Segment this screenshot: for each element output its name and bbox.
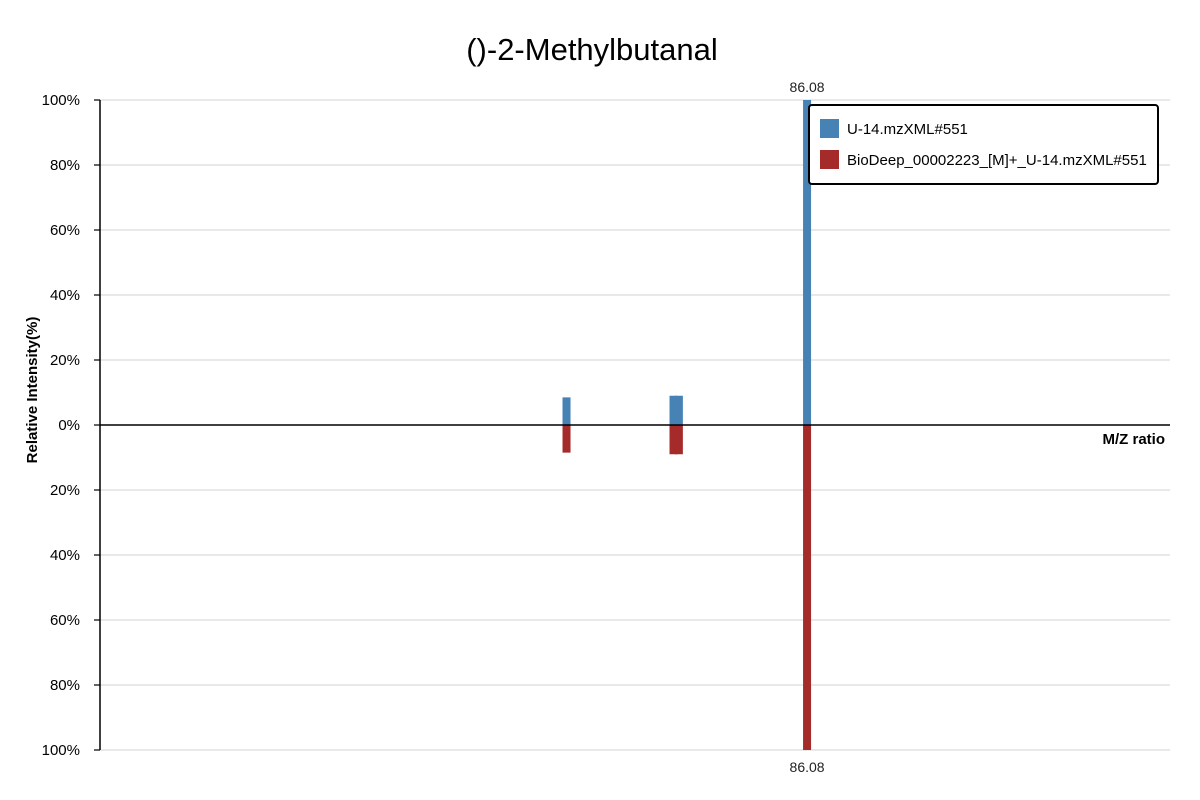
gridlines (100, 99, 1170, 751)
legend-swatch-biodeep (820, 150, 839, 169)
legend: U-14.mzXML#551 BioDeep_00002223_[M]+_U-1… (808, 104, 1159, 185)
peak-labels: 86.08 86.08 (790, 79, 825, 775)
y-tick-label: 80% (50, 677, 80, 694)
chart-title: ()-2-Methylbutanal (466, 32, 718, 67)
y-axis-title: Relative Intensity(%) (24, 317, 41, 464)
y-tick-label: 100% (42, 742, 80, 759)
reference-peak (803, 425, 812, 750)
axes (99, 100, 1170, 750)
sample-peak (562, 397, 571, 425)
sample-peak (674, 395, 683, 425)
reference-peak (674, 425, 683, 455)
legend-swatch-u14 (820, 119, 839, 138)
y-tick-label: 40% (50, 287, 80, 304)
y-tick-label: 80% (50, 157, 80, 174)
reference-peak (669, 425, 678, 455)
legend-box (808, 104, 1159, 185)
legend-label-biodeep: BioDeep_00002223_[M]+_U-14.mzXML#551 (847, 152, 1147, 169)
y-tick-label: 60% (50, 612, 80, 629)
reference-peak (562, 425, 571, 453)
y-tick-label: 0% (58, 417, 80, 434)
y-tick-label: 20% (50, 482, 80, 499)
legend-label-u14: U-14.mzXML#551 (847, 121, 968, 138)
y-tick-label: 20% (50, 352, 80, 369)
peaks (562, 100, 812, 750)
sample-peak (669, 395, 678, 425)
y-tick-label: 60% (50, 222, 80, 239)
x-axis-title: M/Z ratio (1103, 431, 1166, 448)
sample-peak (803, 100, 812, 425)
peak-label: 86.08 (790, 79, 825, 95)
y-tick-label: 100% (42, 92, 80, 109)
peak-label: 86.08 (790, 759, 825, 775)
y-tick-label: 40% (50, 547, 80, 564)
y-tick-labels: 100% 80% 60% 40% 20% 0% 20% 40% 60% 80% 100% (42, 92, 100, 759)
